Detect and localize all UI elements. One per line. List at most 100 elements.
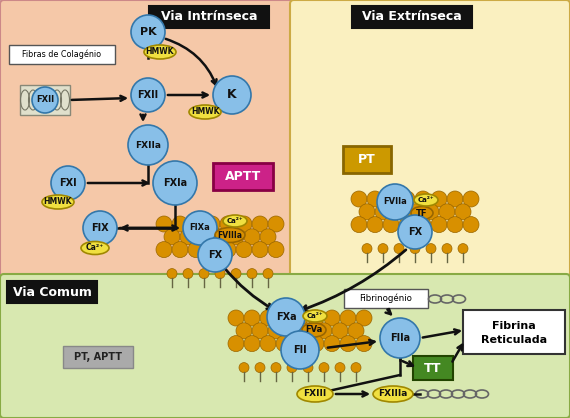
Text: FIXa: FIXa bbox=[190, 224, 210, 232]
Circle shape bbox=[319, 362, 329, 372]
Text: FX: FX bbox=[208, 250, 222, 260]
Circle shape bbox=[276, 336, 292, 352]
Ellipse shape bbox=[373, 386, 413, 402]
Text: FIX: FIX bbox=[91, 223, 109, 233]
Circle shape bbox=[156, 242, 172, 257]
FancyBboxPatch shape bbox=[63, 346, 133, 368]
Circle shape bbox=[281, 331, 319, 369]
Circle shape bbox=[228, 336, 244, 352]
Text: Ca²⁺: Ca²⁺ bbox=[86, 244, 104, 252]
Ellipse shape bbox=[411, 206, 433, 219]
Circle shape bbox=[415, 217, 431, 232]
Circle shape bbox=[188, 242, 204, 257]
Circle shape bbox=[287, 362, 297, 372]
Circle shape bbox=[247, 269, 257, 279]
Circle shape bbox=[172, 242, 188, 257]
Circle shape bbox=[399, 217, 415, 232]
Circle shape bbox=[236, 323, 252, 339]
Text: Via Extrínseca: Via Extrínseca bbox=[362, 10, 462, 23]
Circle shape bbox=[316, 323, 332, 339]
Circle shape bbox=[271, 362, 281, 372]
Text: PT, APTT: PT, APTT bbox=[74, 352, 122, 362]
FancyBboxPatch shape bbox=[7, 281, 97, 303]
Circle shape bbox=[431, 191, 447, 207]
Circle shape bbox=[410, 244, 420, 254]
Circle shape bbox=[83, 211, 117, 245]
Circle shape bbox=[267, 298, 305, 336]
Text: TT: TT bbox=[424, 362, 442, 375]
Text: Via Comum: Via Comum bbox=[13, 285, 91, 298]
Text: HMWK: HMWK bbox=[44, 197, 72, 206]
Circle shape bbox=[335, 362, 345, 372]
Circle shape bbox=[463, 191, 479, 207]
Circle shape bbox=[228, 229, 244, 245]
FancyBboxPatch shape bbox=[413, 356, 453, 380]
Text: FIIa: FIIa bbox=[390, 333, 410, 343]
Circle shape bbox=[351, 362, 361, 372]
Circle shape bbox=[407, 204, 423, 220]
Text: PK: PK bbox=[140, 27, 156, 37]
Circle shape bbox=[212, 229, 228, 245]
Circle shape bbox=[220, 242, 236, 257]
Circle shape bbox=[377, 184, 413, 220]
Circle shape bbox=[188, 216, 204, 232]
Circle shape bbox=[228, 310, 244, 326]
Circle shape bbox=[303, 362, 313, 372]
Circle shape bbox=[183, 211, 217, 245]
Circle shape bbox=[356, 336, 372, 352]
Text: PT: PT bbox=[358, 153, 376, 166]
Circle shape bbox=[447, 217, 463, 232]
Circle shape bbox=[399, 191, 415, 207]
FancyBboxPatch shape bbox=[352, 6, 472, 28]
Circle shape bbox=[439, 204, 455, 220]
Text: Fibrina: Fibrina bbox=[492, 321, 536, 331]
Text: FXIIIa: FXIIIa bbox=[378, 390, 408, 398]
Circle shape bbox=[362, 244, 372, 254]
Ellipse shape bbox=[303, 310, 327, 322]
FancyBboxPatch shape bbox=[20, 85, 70, 115]
Circle shape bbox=[252, 242, 268, 257]
FancyBboxPatch shape bbox=[213, 163, 273, 190]
Circle shape bbox=[153, 161, 197, 205]
Text: TF: TF bbox=[416, 209, 428, 217]
Ellipse shape bbox=[81, 242, 109, 255]
Circle shape bbox=[367, 217, 383, 232]
Circle shape bbox=[220, 216, 236, 232]
Text: FXII: FXII bbox=[137, 90, 158, 100]
Circle shape bbox=[260, 310, 276, 326]
Circle shape bbox=[244, 229, 260, 245]
Circle shape bbox=[244, 336, 260, 352]
Circle shape bbox=[359, 204, 375, 220]
Circle shape bbox=[236, 216, 252, 232]
Text: FXa: FXa bbox=[276, 312, 296, 322]
Circle shape bbox=[32, 87, 58, 113]
Circle shape bbox=[276, 310, 292, 326]
Text: FVa: FVa bbox=[306, 326, 323, 334]
Text: FII: FII bbox=[293, 345, 307, 355]
Ellipse shape bbox=[302, 323, 326, 337]
Text: HMWK: HMWK bbox=[191, 107, 219, 117]
Circle shape bbox=[380, 318, 420, 358]
Circle shape bbox=[231, 269, 241, 279]
Circle shape bbox=[431, 217, 447, 232]
Text: FXIII: FXIII bbox=[303, 390, 327, 398]
Text: FXII: FXII bbox=[36, 95, 54, 104]
Circle shape bbox=[255, 362, 265, 372]
Ellipse shape bbox=[414, 194, 438, 206]
Text: Ca²⁺: Ca²⁺ bbox=[418, 197, 434, 203]
Text: Reticulada: Reticulada bbox=[481, 335, 547, 345]
Circle shape bbox=[442, 244, 452, 254]
Circle shape bbox=[180, 229, 196, 245]
FancyBboxPatch shape bbox=[149, 6, 269, 28]
Circle shape bbox=[300, 323, 316, 339]
Text: FVIIa: FVIIa bbox=[383, 197, 407, 206]
Ellipse shape bbox=[42, 195, 74, 209]
Text: Ca²⁺: Ca²⁺ bbox=[307, 313, 323, 319]
Circle shape bbox=[308, 310, 324, 326]
Circle shape bbox=[458, 244, 468, 254]
Circle shape bbox=[308, 336, 324, 352]
Circle shape bbox=[324, 310, 340, 326]
Circle shape bbox=[260, 229, 276, 245]
Circle shape bbox=[213, 76, 251, 114]
Circle shape bbox=[156, 216, 172, 232]
